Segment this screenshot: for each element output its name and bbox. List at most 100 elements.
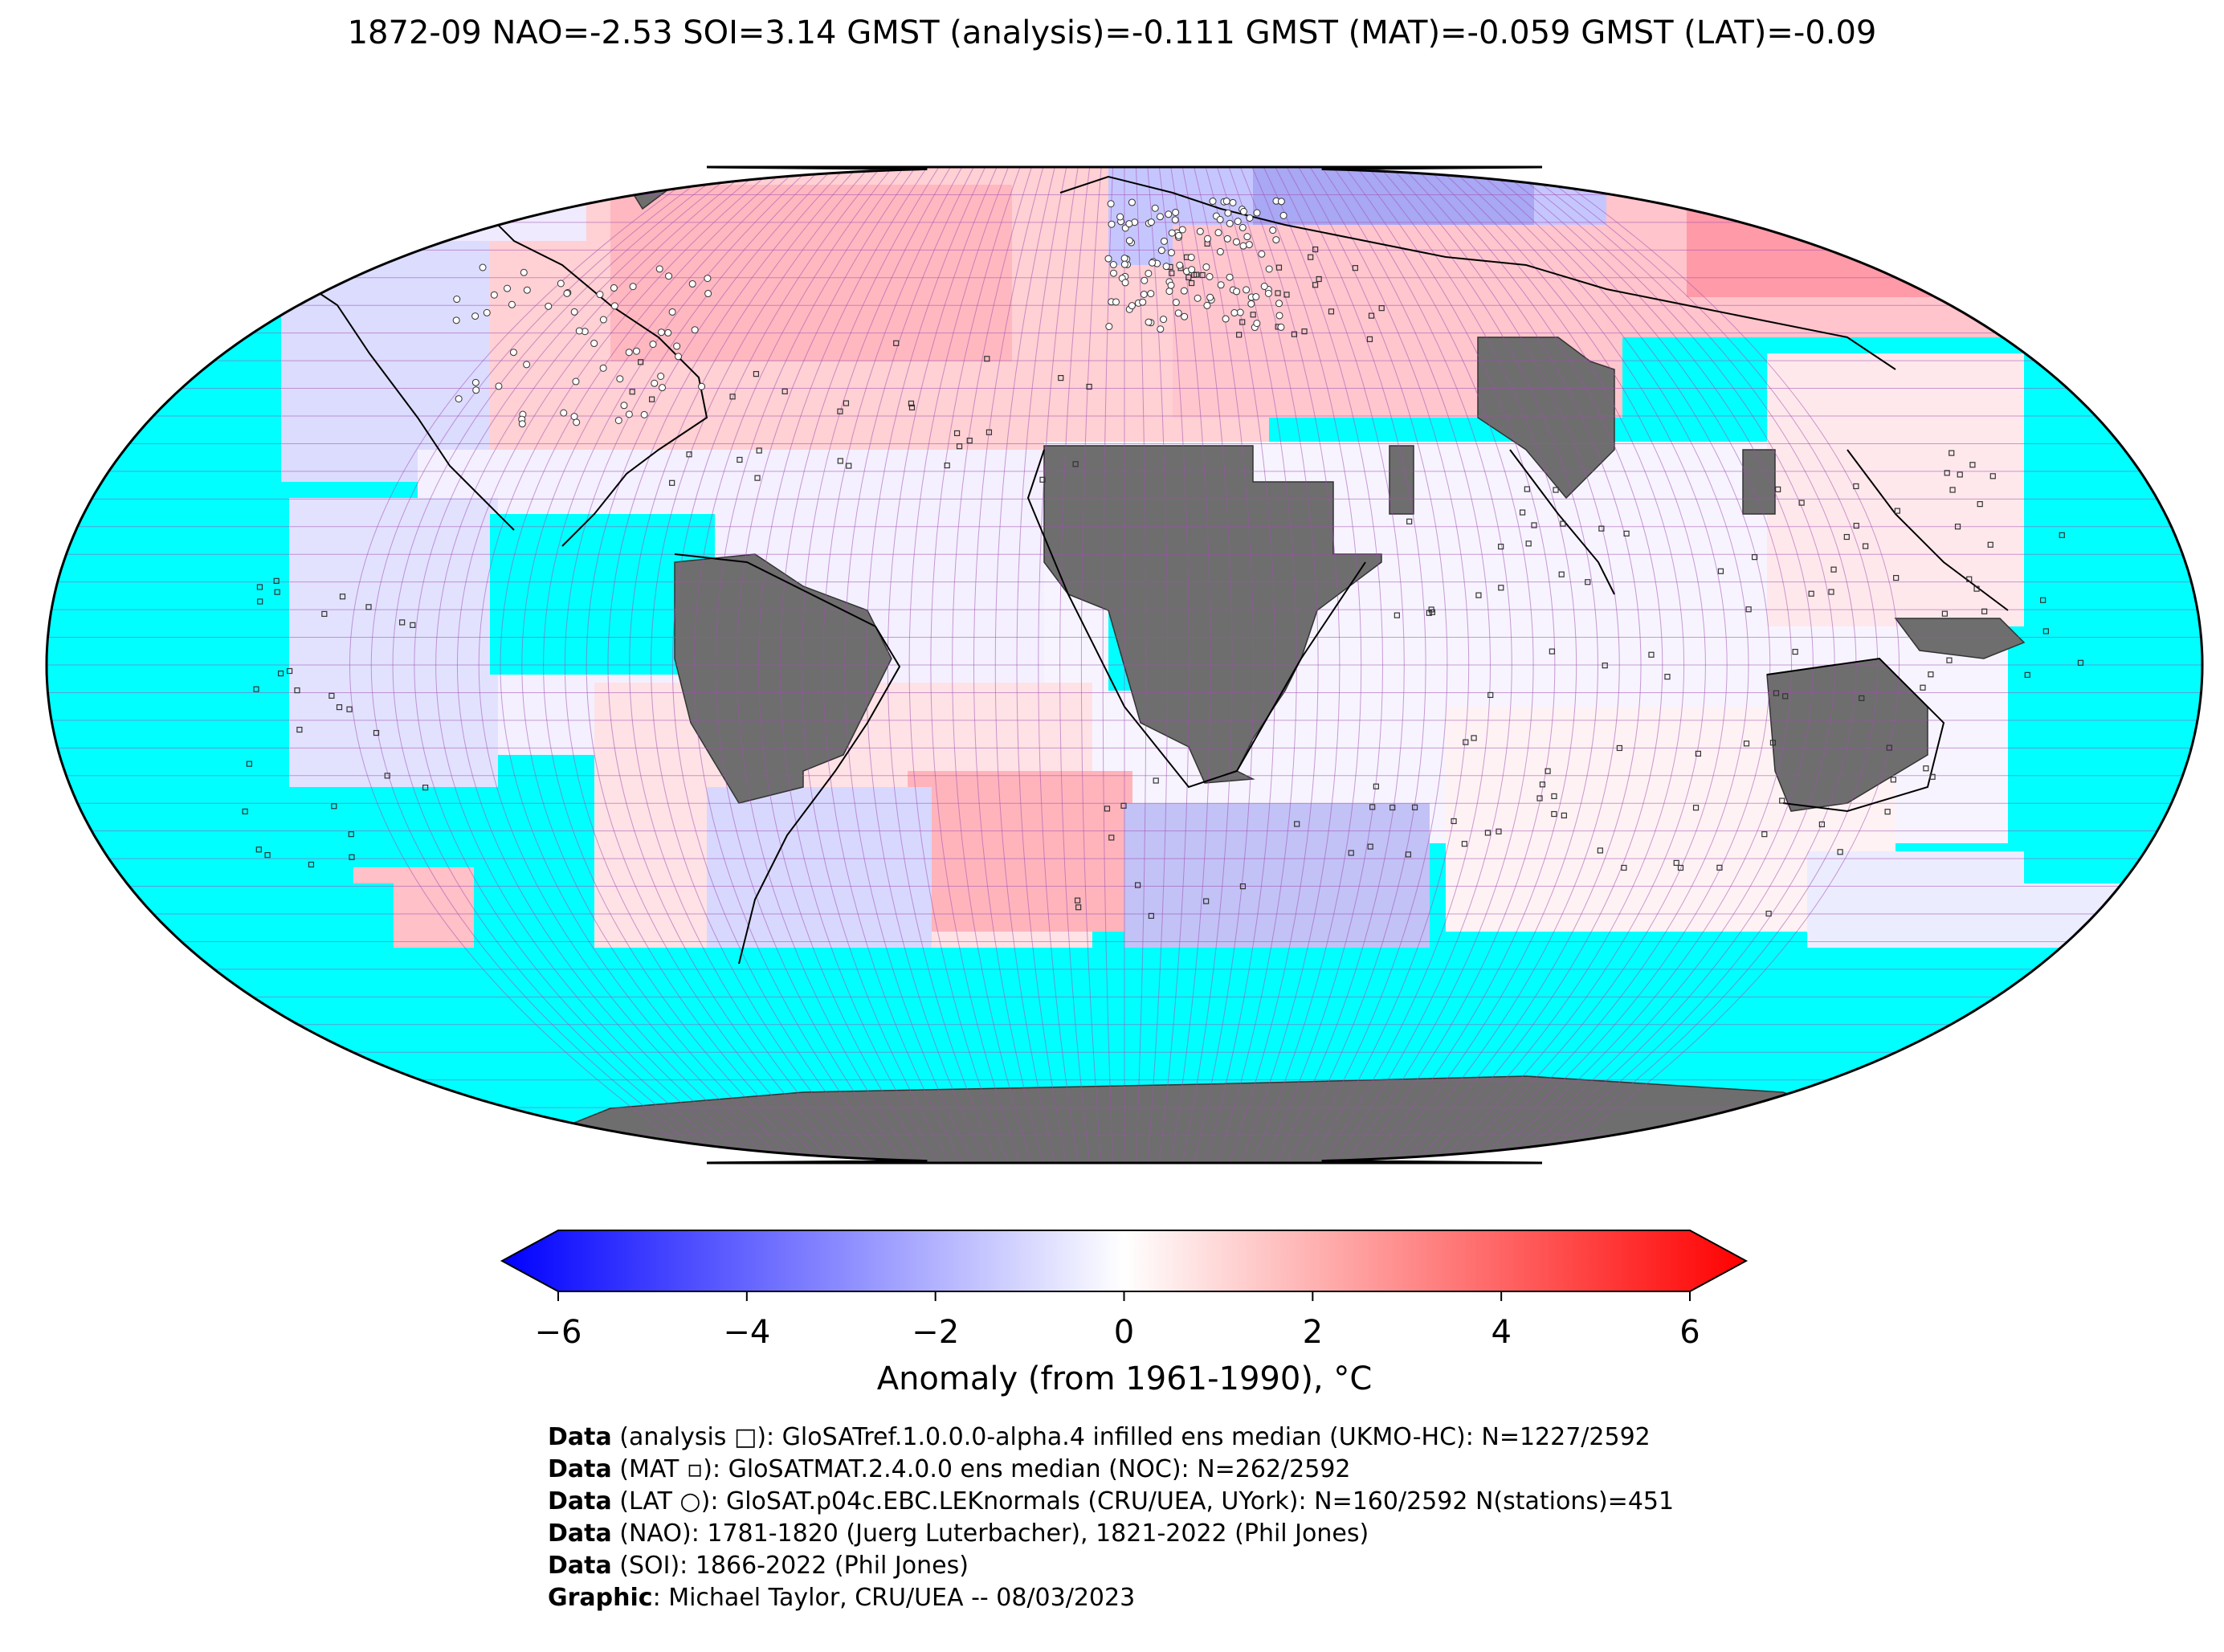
observation-marker-square: [1893, 574, 1900, 581]
station-marker-circle: [1128, 198, 1136, 206]
station-marker-circle: [1260, 283, 1268, 291]
station-marker-circle: [1275, 300, 1283, 308]
observation-marker-square: [1779, 797, 1785, 804]
station-marker-circle: [1245, 241, 1253, 249]
observation-marker-square: [1250, 312, 1256, 318]
coastline: [1766, 657, 1945, 813]
observation-marker-square: [1769, 740, 1777, 746]
observation-marker-square: [1366, 336, 1373, 342]
station-marker-circle: [688, 279, 696, 288]
observation-marker-square: [1312, 246, 1319, 253]
observation-marker-square: [336, 704, 343, 711]
colorbar-tick-label: 0: [1114, 1314, 1134, 1351]
station-marker-circle: [1141, 276, 1149, 284]
observation-marker-square: [1086, 383, 1092, 390]
observation-marker-square: [1561, 812, 1567, 818]
station-marker-circle: [1104, 255, 1112, 263]
station-marker-circle: [1149, 259, 1157, 267]
grid-longitude-line: [565, 167, 823, 1163]
station-marker-circle: [1167, 249, 1175, 257]
observation-marker-square: [846, 463, 852, 469]
observation-marker-square: [1120, 802, 1127, 809]
observation-marker-square: [1966, 576, 1973, 582]
grid-longitude-line: [1345, 167, 1534, 1163]
station-marker-circle: [1176, 261, 1184, 269]
grid-longitude-line: [1239, 167, 1341, 1163]
observation-marker-square: [296, 726, 303, 733]
station-marker-circle: [523, 286, 531, 294]
observation-marker-square: [422, 785, 429, 791]
observation-marker-square: [1074, 897, 1081, 904]
station-marker-circle: [1222, 315, 1230, 323]
observation-marker-square: [1616, 744, 1622, 752]
station-marker-circle: [1157, 247, 1165, 255]
station-marker-circle: [572, 377, 580, 385]
land-missing-layer: [529, 167, 2026, 1163]
station-marker-circle: [704, 275, 712, 283]
observation-marker-square: [1761, 831, 1768, 838]
station-marker-circle: [1178, 226, 1186, 234]
colorbar-tick-label: −4: [723, 1314, 770, 1351]
observation-marker-square: [1717, 568, 1724, 574]
land-missing-region: [1894, 618, 2026, 659]
colorbar-tick-label: 2: [1303, 1314, 1323, 1351]
observation-marker-square: [1957, 471, 1963, 478]
station-marker-circle: [509, 349, 517, 357]
station-marker-circle: [1139, 298, 1147, 306]
observation-marker-square: [1369, 804, 1376, 810]
station-marker-circle: [1204, 235, 1212, 243]
observation-marker-square: [1837, 849, 1843, 855]
observation-marker-square: [1946, 657, 1953, 663]
station-marker-circle: [610, 284, 618, 292]
grid-longitude-line: [973, 167, 1044, 1163]
grid-longitude-line: [1059, 167, 1091, 1163]
observation-marker-square: [1312, 282, 1319, 288]
observation-marker-square: [1673, 859, 1679, 867]
station-marker-circle: [1233, 288, 1241, 296]
grid-longitude-line: [1483, 167, 1793, 1163]
grid-longitude-line: [1158, 167, 1190, 1163]
observation-marker-square: [953, 430, 961, 437]
observation-marker-square: [331, 803, 337, 810]
observation-marker-square: [1692, 805, 1700, 811]
station-marker-circle: [1224, 209, 1232, 217]
observation-marker-square: [1859, 695, 1865, 701]
observation-marker-square: [1798, 500, 1805, 506]
station-marker-circle: [698, 382, 706, 390]
ocean-missing-patch: [1799, 948, 2202, 1076]
station-marker-circle: [1264, 289, 1272, 297]
grid-longitude-line: [693, 167, 893, 1163]
observation-marker-square: [1153, 777, 1159, 784]
observation-marker-square: [1954, 524, 1961, 530]
observation-marker-square: [1484, 830, 1492, 836]
observation-marker-square: [753, 371, 760, 377]
station-marker-circle: [1253, 320, 1261, 328]
station-marker-circle: [504, 284, 512, 292]
station-marker-circle: [1196, 227, 1204, 235]
station-marker-circle: [1279, 211, 1287, 219]
station-marker-circle: [452, 316, 460, 324]
station-marker-circle: [614, 416, 622, 424]
anomaly-patch: [610, 185, 1012, 361]
station-marker-circle: [1165, 288, 1173, 296]
anomaly-patch: [1687, 185, 1952, 297]
observation-marker-square: [729, 394, 736, 400]
station-marker-circle: [632, 347, 640, 355]
map-outline: [45, 165, 2204, 1165]
grid-longitude-line: [456, 167, 765, 1163]
observation-marker-square: [410, 622, 416, 628]
station-marker-circle: [490, 291, 498, 299]
observation-marker-square: [1602, 663, 1608, 669]
observation-marker-square: [1830, 566, 1837, 573]
grid-longitude-line: [1530, 167, 1879, 1163]
station-marker-circle: [659, 384, 667, 392]
observation-marker-square: [1428, 606, 1434, 613]
station-marker-circle: [1206, 272, 1214, 280]
observation-marker-square: [1367, 843, 1373, 850]
colorbar-tick-label: −2: [912, 1314, 959, 1351]
observation-marker-square: [1475, 592, 1482, 598]
land-missing-region: [561, 167, 628, 173]
station-marker-circle: [673, 342, 681, 350]
station-marker-circle: [1194, 294, 1202, 302]
observation-marker-square: [1283, 292, 1290, 298]
